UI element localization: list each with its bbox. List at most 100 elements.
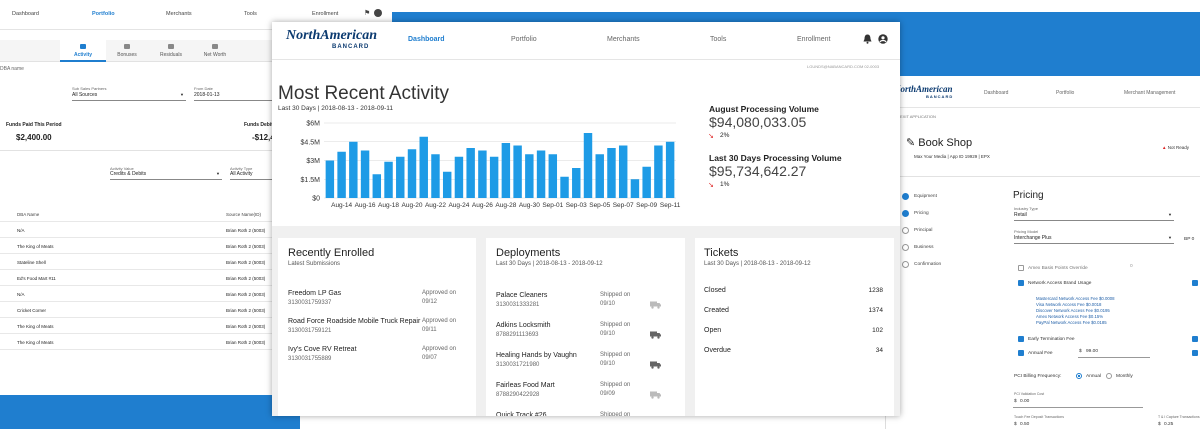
checkbox[interactable] xyxy=(1192,350,1198,356)
pci-monthly-label: Monthly xyxy=(1116,374,1133,379)
truck-icon xyxy=(650,386,661,399)
amex-override-checkbox[interactable] xyxy=(1018,265,1024,271)
early-termination-checkbox[interactable] xyxy=(1018,336,1024,342)
step-label[interactable]: Pricing xyxy=(914,211,929,216)
shipment-date: 09/09 xyxy=(600,391,616,397)
deployed-merchant-name[interactable]: Fairleas Food Mart xyxy=(496,382,555,389)
ticket-label[interactable]: Created xyxy=(704,307,729,314)
amex-override-value[interactable]: 0 xyxy=(1130,264,1133,269)
user-icon[interactable] xyxy=(878,34,888,44)
bar xyxy=(536,150,546,198)
august-volume-change: 2% xyxy=(720,132,730,139)
nav-tools[interactable]: Tools xyxy=(710,36,727,43)
tab-activity[interactable]: Activity xyxy=(60,40,106,62)
pci-annual-radio[interactable] xyxy=(1076,373,1082,379)
card-title: Deployments xyxy=(496,247,561,259)
activity-type-select[interactable]: All Activity xyxy=(230,171,272,180)
network-access-checkbox[interactable] xyxy=(1018,280,1024,286)
nav-merchants[interactable]: Merchants xyxy=(166,11,192,17)
checkbox[interactable] xyxy=(1192,336,1198,342)
nav-dashboard[interactable]: Dashboard xyxy=(408,36,445,43)
nav-portfolio[interactable]: Portfolio xyxy=(92,11,115,17)
x-tick-label: Aug-30 xyxy=(519,202,540,209)
merchant-id: 3130031721980 xyxy=(496,362,540,368)
step-label[interactable]: Confirmation xyxy=(914,262,942,267)
nav-tools[interactable]: Tools xyxy=(244,11,257,17)
pci-monthly-radio[interactable] xyxy=(1106,373,1112,379)
approval-status: Approved on xyxy=(422,290,457,296)
row-dba-name: N/A xyxy=(17,228,25,233)
step-label[interactable]: Equipment xyxy=(914,194,937,199)
pci-billing-label: PCI Billing Frequency: xyxy=(1014,374,1062,379)
nav-dashboard[interactable]: Dashboard xyxy=(984,90,1009,96)
checkbox[interactable] xyxy=(1192,280,1198,286)
row-dba-name: N/A xyxy=(17,292,25,297)
nav-merchants[interactable]: Merchants xyxy=(607,36,640,43)
ticket-label[interactable]: Overdue xyxy=(704,347,731,354)
bell-icon[interactable] xyxy=(863,34,872,44)
nav-enrollment[interactable]: Enrollment xyxy=(312,11,339,17)
nav-dashboard[interactable]: Dashboard xyxy=(12,11,39,17)
input-underline xyxy=(1013,407,1143,408)
step-indicator xyxy=(902,193,909,200)
early-termination-label: Early Termination Fee xyxy=(1028,337,1075,342)
step-label[interactable]: Business xyxy=(914,245,934,250)
bell-icon[interactable]: ⚑ xyxy=(364,10,371,17)
merchant-id: 8788290422928 xyxy=(496,392,540,398)
nav-portfolio[interactable]: Portfolio xyxy=(511,36,537,43)
activity-value-select[interactable]: Credits & Debits ▼ xyxy=(110,171,222,180)
north-american-logo[interactable]: NorthAmerican xyxy=(286,28,378,43)
pci-fee-input[interactable]: 0.00 xyxy=(1020,399,1030,404)
enrolled-merchant-name[interactable]: Freedom LP Gas xyxy=(288,290,342,297)
row-source-name: Brian Roth 2 (5003) xyxy=(226,340,266,345)
bar xyxy=(431,154,440,198)
x-tick-label: Aug-20 xyxy=(402,202,423,209)
deployed-merchant-name[interactable]: Palace Cleaners xyxy=(496,292,548,299)
annual-fee-checkbox[interactable] xyxy=(1018,350,1024,356)
ticket-count: 1238 xyxy=(868,287,883,294)
trend-down-icon: ↘ xyxy=(708,182,714,189)
shipment-status: Shipped on xyxy=(600,352,631,358)
industry-type-select[interactable]: Retail ▼ xyxy=(1014,212,1174,221)
step-indicator xyxy=(902,210,909,217)
touch-fee-input[interactable]: 0.50 xyxy=(1020,422,1030,427)
step-label[interactable]: Principal xyxy=(914,228,933,233)
bar xyxy=(372,174,382,198)
annual-fee-label: Annual Fee xyxy=(1028,351,1053,356)
bar xyxy=(501,143,511,198)
from-date-input[interactable]: 2018-01-13 xyxy=(194,92,274,101)
x-tick-label: Aug-16 xyxy=(355,202,376,209)
deployed-merchant-name[interactable]: Quick Track #26 xyxy=(496,412,547,416)
exit-application-link[interactable]: EXIT APPLICATION xyxy=(900,114,936,119)
col-source-name: Source Name(ID) xyxy=(226,212,262,217)
annual-fee-input[interactable]: 99.00 xyxy=(1086,349,1099,354)
shipment-date: 09/10 xyxy=(600,301,616,307)
row-source-name: Brian Roth 2 (5003) xyxy=(226,308,266,313)
nav-merchant-management[interactable]: Merchant Management xyxy=(1124,90,1176,96)
nav-enrollment[interactable]: Enrollment xyxy=(797,36,831,43)
ticket-label[interactable]: Open xyxy=(704,327,722,334)
x-tick-label: Aug-18 xyxy=(378,202,399,209)
deployed-merchant-name[interactable]: Adkins Locksmith xyxy=(496,322,551,329)
network-access-label: Network Access Brand Usage xyxy=(1028,281,1092,286)
bp-input[interactable]: BP 0 xyxy=(1184,237,1195,242)
tab-residuals[interactable]: Residuals xyxy=(148,40,194,62)
pricing-model-select[interactable]: Interchange Plus ▼ xyxy=(1014,235,1174,244)
nav-portfolio[interactable]: Portfolio xyxy=(1056,90,1075,96)
pricing-model-label: Pricing Model xyxy=(1014,229,1039,234)
funds-debits-value: -$12,4 xyxy=(252,133,275,142)
x-tick-label: Sep-03 xyxy=(566,202,587,209)
tab-net-worth[interactable]: Net Worth xyxy=(192,40,238,62)
capture-fee-input[interactable]: 0.25 xyxy=(1164,422,1174,427)
tab-bonuses[interactable]: Bonuses xyxy=(104,40,150,62)
user-icon[interactable] xyxy=(374,9,382,17)
sub-sales-label: Sub Sales Partners xyxy=(72,86,107,91)
approval-status: Approved on xyxy=(422,346,457,352)
ticket-label[interactable]: Closed xyxy=(704,287,726,294)
sub-sales-select[interactable]: All Sources ▼ xyxy=(72,92,186,101)
divider xyxy=(0,150,272,151)
enrolled-merchant-name[interactable]: Road Force Roadside Mobile Truck Repair xyxy=(288,318,421,325)
enrolled-merchant-name[interactable]: Ivy's Cove RV Retreat xyxy=(288,346,357,353)
deployed-merchant-name[interactable]: Healing Hands by Vaughn xyxy=(496,352,577,359)
